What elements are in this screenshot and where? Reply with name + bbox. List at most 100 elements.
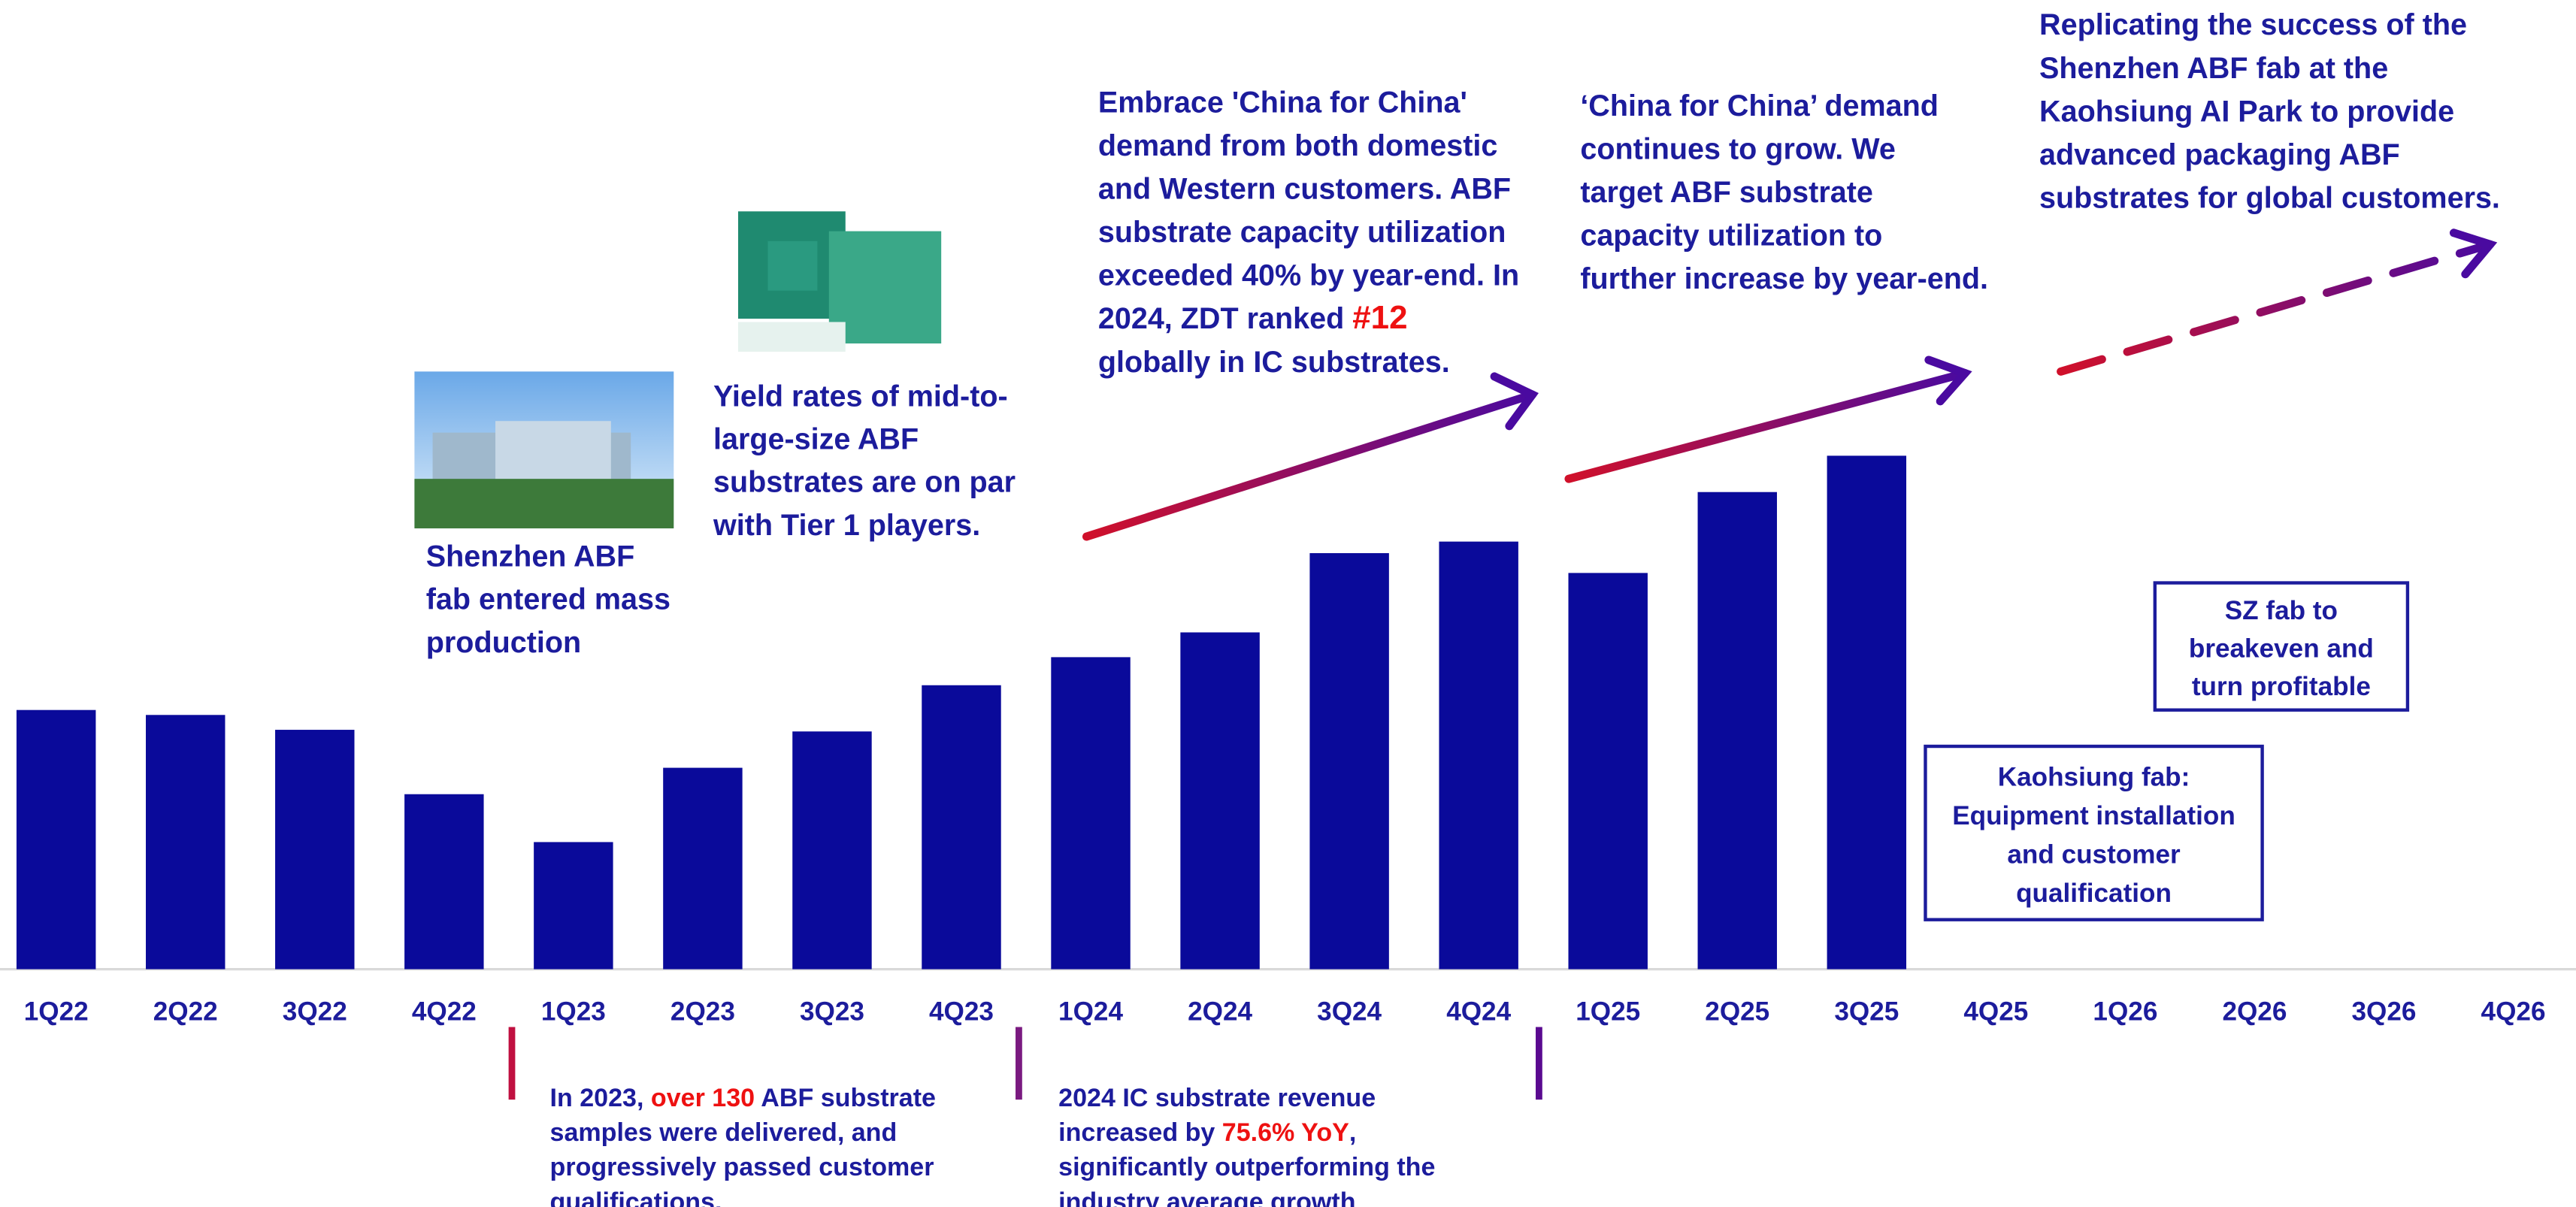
annotation-text: 75.6% YoY bbox=[1222, 1118, 1349, 1147]
annotation-text: 2024, ZDT ranked bbox=[1098, 302, 1352, 335]
period-brackets bbox=[508, 1027, 1542, 1100]
annotation-text: ‘China for China’ demand bbox=[1580, 89, 1939, 123]
annotation-line: target ABF substrate bbox=[1580, 176, 1873, 209]
annotation-text: 2024 IC substrate revenue bbox=[1058, 1084, 1376, 1112]
annotation-line: In 2023, over 130 ABF substrate bbox=[550, 1084, 936, 1112]
annotation-line: Kaohsiung AI Park to provide bbox=[2039, 95, 2454, 128]
bar bbox=[534, 842, 613, 970]
x-tick-label: 3Q23 bbox=[800, 997, 864, 1027]
x-tick-label: 1Q22 bbox=[24, 997, 89, 1027]
annotation-line: continues to grow. We bbox=[1580, 132, 1895, 165]
x-tick-label: 1Q23 bbox=[541, 997, 606, 1027]
annotation-text: with Tier 1 players. bbox=[713, 509, 980, 542]
annotation-text: Yield rates of mid-to- bbox=[713, 380, 1008, 413]
annotation-line: substrates are on par bbox=[713, 466, 1016, 499]
x-tick-label: 1Q25 bbox=[1576, 997, 1640, 1027]
annotation-text: qualifications. bbox=[550, 1187, 722, 1207]
annotation-line: globally in IC substrates. bbox=[1098, 346, 1450, 379]
annotation-line: with Tier 1 players. bbox=[713, 509, 980, 542]
annotation-text: substrates for global customers. bbox=[2039, 181, 2500, 214]
annotation-line: industry average growth bbox=[1058, 1187, 1355, 1207]
annotation-text: In 2023, bbox=[550, 1084, 651, 1112]
x-tick-label: 3Q25 bbox=[1834, 997, 1899, 1027]
x-tick-label: 2Q26 bbox=[2222, 997, 2287, 1027]
x-tick-label: 2Q24 bbox=[1188, 997, 1252, 1027]
annotation-line: 2024 IC substrate revenue bbox=[1058, 1084, 1376, 1112]
annotation-line: Shenzhen ABF bbox=[426, 540, 634, 573]
annotation-line: qualifications. bbox=[550, 1187, 722, 1207]
annotation-line: substrates for global customers. bbox=[2039, 181, 2500, 214]
bar bbox=[1827, 455, 1907, 970]
annotation-text: , bbox=[1349, 1118, 1356, 1147]
annotation-text: Shenzhen ABF bbox=[426, 540, 634, 573]
box-text: turn profitable bbox=[2192, 672, 2371, 701]
note-box bbox=[2153, 581, 2410, 712]
bar bbox=[1309, 552, 1389, 970]
x-tick-label: 2Q25 bbox=[1705, 997, 1769, 1027]
fab-photo bbox=[414, 371, 674, 529]
box-text: breakeven and bbox=[2189, 634, 2374, 663]
annotation-line: ‘China for China’ demand bbox=[1580, 89, 1939, 123]
x-tick-label: 1Q24 bbox=[1058, 997, 1123, 1027]
bar bbox=[146, 715, 226, 970]
annotation-line: Yield rates of mid-to- bbox=[713, 380, 1008, 413]
bar bbox=[16, 709, 96, 970]
annotation-text: fab entered mass bbox=[426, 583, 670, 616]
x-tick-label: 4Q25 bbox=[1963, 997, 2028, 1027]
annotation-text: Embrace 'China for China' bbox=[1098, 86, 1467, 119]
annotation-text: substrate capacity utilization bbox=[1098, 216, 1506, 249]
x-tick-label: 4Q24 bbox=[1446, 997, 1511, 1027]
annotation-line: Replicating the success of the bbox=[2039, 8, 2467, 41]
bar bbox=[404, 794, 484, 970]
bar bbox=[1051, 657, 1131, 970]
annotation-line: capacity utilization to bbox=[1580, 219, 1882, 253]
x-tick-label: 4Q22 bbox=[412, 997, 477, 1027]
annotation-line: advanced packaging ABF bbox=[2039, 138, 2400, 171]
annotation-line: exceeded 40% by year-end. In bbox=[1098, 259, 1519, 292]
bar bbox=[663, 767, 743, 970]
bar bbox=[1180, 632, 1260, 970]
annotation-text: increased by bbox=[1058, 1118, 1222, 1147]
bar bbox=[922, 685, 1001, 970]
annotation-line: and Western customers. ABF bbox=[1098, 173, 1511, 206]
box-text: Equipment installation bbox=[1952, 801, 2235, 830]
annotation-text: over 130 bbox=[651, 1084, 755, 1112]
annotation-text: large-size ABF bbox=[713, 423, 919, 456]
box-text: qualification bbox=[2016, 879, 2172, 908]
annotation-text: demand from both domestic bbox=[1098, 129, 1498, 162]
annotation-text: production bbox=[426, 626, 581, 659]
annotation-line: production bbox=[426, 626, 581, 659]
annotation-line: increased by 75.6% YoY, bbox=[1058, 1118, 1356, 1147]
annotation-text: target ABF substrate bbox=[1580, 176, 1873, 209]
annotation-text: Kaohsiung AI Park to provide bbox=[2039, 95, 2454, 128]
annotation-line: large-size ABF bbox=[713, 423, 919, 456]
x-tick-label: 3Q24 bbox=[1317, 997, 1382, 1027]
bar bbox=[1439, 541, 1518, 970]
annotation-text: globally in IC substrates. bbox=[1098, 346, 1450, 379]
x-tick-label: 2Q22 bbox=[153, 997, 218, 1027]
annotation-line: further increase by year-end. bbox=[1580, 262, 1988, 295]
annotation-text: Shenzhen ABF fab at the bbox=[2039, 52, 2388, 85]
annotation-line: substrate capacity utilization bbox=[1098, 216, 1506, 249]
x-tick-label: 3Q26 bbox=[2352, 997, 2417, 1027]
annotation-text: samples were delivered, and bbox=[550, 1118, 898, 1147]
annotation-text: advanced packaging ABF bbox=[2039, 138, 2400, 171]
x-tick-label: 4Q26 bbox=[2481, 997, 2546, 1027]
annotation-text: progressively passed customer bbox=[550, 1153, 934, 1181]
annotation-text: industry average growth bbox=[1058, 1187, 1355, 1207]
annotation-text: Replicating the success of the bbox=[2039, 8, 2467, 41]
substrate-image bbox=[737, 211, 942, 352]
annotation-text: continues to grow. We bbox=[1580, 132, 1895, 165]
bar bbox=[1697, 492, 1777, 970]
annotation-line: significantly outperforming the bbox=[1058, 1153, 1435, 1181]
annotation-line: Shenzhen ABF fab at the bbox=[2039, 52, 2388, 85]
x-tick-label: 2Q23 bbox=[670, 997, 735, 1027]
annotation-text: and Western customers. ABF bbox=[1098, 173, 1511, 206]
annotation-text: capacity utilization to bbox=[1580, 219, 1882, 253]
trend-arrows bbox=[1082, 228, 2498, 541]
annotation-text: further increase by year-end. bbox=[1580, 262, 1988, 295]
box-text: Kaohsiung fab: bbox=[1998, 763, 2190, 792]
annotation-text: ABF substrate bbox=[755, 1084, 936, 1112]
x-tick-label: 4Q23 bbox=[929, 997, 994, 1027]
